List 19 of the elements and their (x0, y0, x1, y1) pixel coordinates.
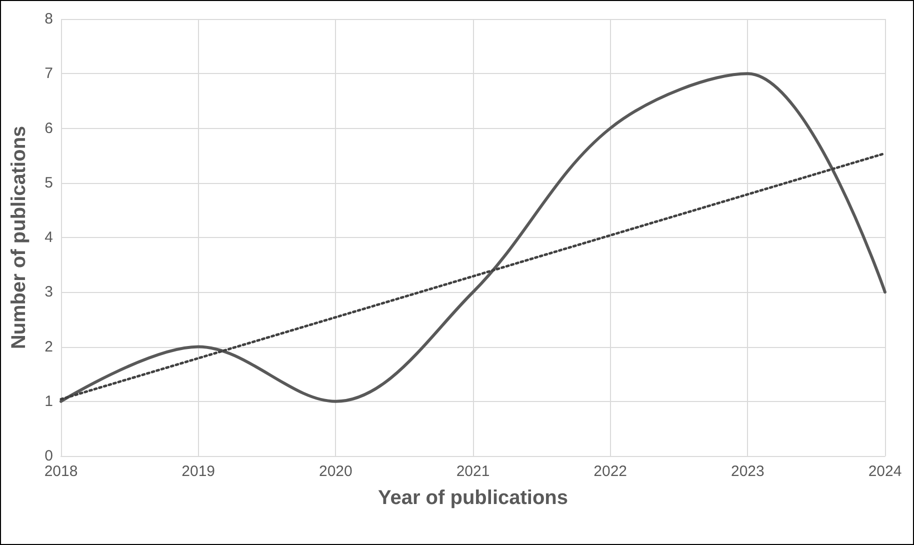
x-tick-label: 2021 (456, 463, 490, 480)
y-tick-label: 0 (44, 448, 53, 464)
y-tick-label: 4 (44, 229, 53, 246)
y-tick-label: 1 (44, 392, 53, 410)
x-axis-title: Year of publications (378, 487, 568, 509)
x-tick-label: 2018 (44, 463, 78, 480)
y-tick-label: 3 (44, 284, 53, 301)
y-tick-label: 8 (44, 10, 53, 28)
x-tick-label: 2024 (868, 463, 902, 480)
x-tick-label: 2022 (594, 463, 628, 480)
y-tick-label: 2 (44, 338, 53, 356)
y-tick-label: 7 (44, 65, 53, 82)
x-tick-label: 2019 (182, 463, 216, 480)
x-tick-label: 2020 (318, 463, 352, 480)
y-axis-title: Number of publications (8, 126, 30, 350)
line-series (60, 72, 886, 403)
y-tick-label: 5 (44, 174, 53, 192)
x-tick-label: 2023 (730, 463, 764, 480)
y-tick-label: 6 (44, 120, 53, 137)
